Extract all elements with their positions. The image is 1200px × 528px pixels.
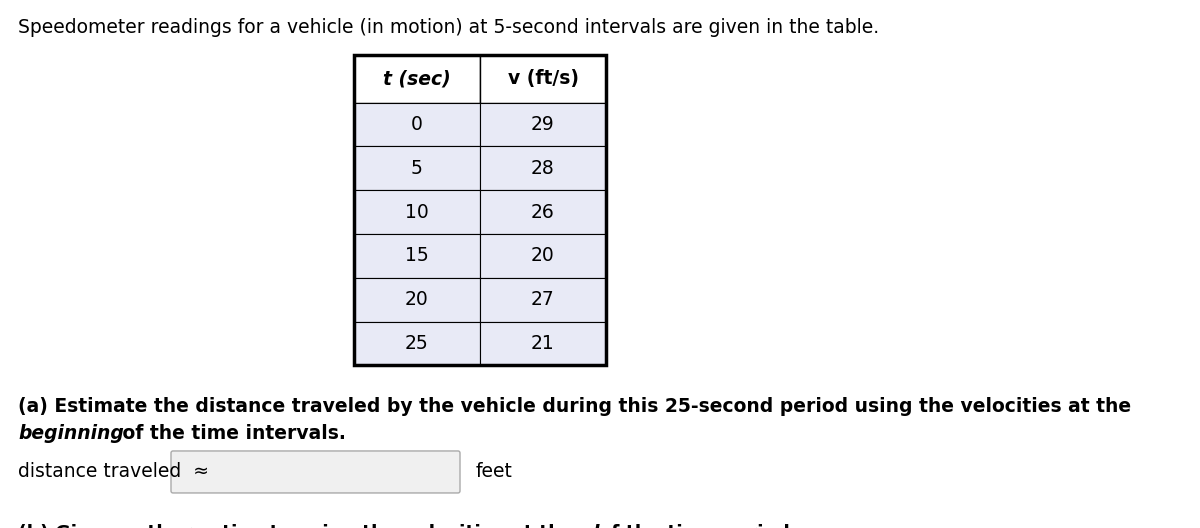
Bar [354, 278, 480, 322]
Bar [480, 234, 606, 278]
Text: 5: 5 [412, 159, 422, 178]
Text: 10: 10 [406, 203, 428, 222]
Bar [480, 190, 606, 234]
Text: 29: 29 [532, 115, 554, 134]
Text: (b) Give another estimate using the velocities at the: (b) Give another estimate using the velo… [18, 524, 581, 528]
Text: 0: 0 [412, 115, 422, 134]
Bar [480, 55, 606, 102]
Bar [354, 234, 480, 278]
Text: beginning: beginning [18, 424, 124, 443]
FancyBboxPatch shape [172, 451, 460, 493]
Bar [480, 146, 606, 190]
Text: 20: 20 [532, 247, 554, 266]
Bar [354, 322, 480, 365]
Bar [480, 322, 606, 365]
Text: v (ft/s): v (ft/s) [508, 69, 578, 88]
Text: 26: 26 [532, 203, 554, 222]
Text: 28: 28 [532, 159, 554, 178]
Bar [480, 102, 606, 146]
Text: 25: 25 [406, 334, 428, 353]
Text: of the time periods.: of the time periods. [592, 524, 808, 528]
Text: feet: feet [476, 463, 512, 482]
Bar [480, 278, 606, 322]
Bar [354, 102, 480, 146]
Text: 27: 27 [532, 290, 554, 309]
Bar [354, 55, 480, 102]
Bar [354, 55, 606, 365]
Bar [354, 190, 480, 234]
Bar [354, 146, 480, 190]
Text: of the time intervals.: of the time intervals. [116, 424, 346, 443]
Text: Speedometer readings for a vehicle (in motion) at 5-second intervals are given i: Speedometer readings for a vehicle (in m… [18, 18, 880, 37]
Text: (a) Estimate the distance traveled by the vehicle during this 25-second period u: (a) Estimate the distance traveled by th… [18, 398, 1132, 417]
Text: t (sec): t (sec) [383, 69, 451, 88]
Text: end: end [560, 524, 600, 528]
Text: 20: 20 [406, 290, 428, 309]
Text: 21: 21 [532, 334, 554, 353]
Text: distance traveled  ≈: distance traveled ≈ [18, 463, 209, 482]
Text: 15: 15 [406, 247, 428, 266]
